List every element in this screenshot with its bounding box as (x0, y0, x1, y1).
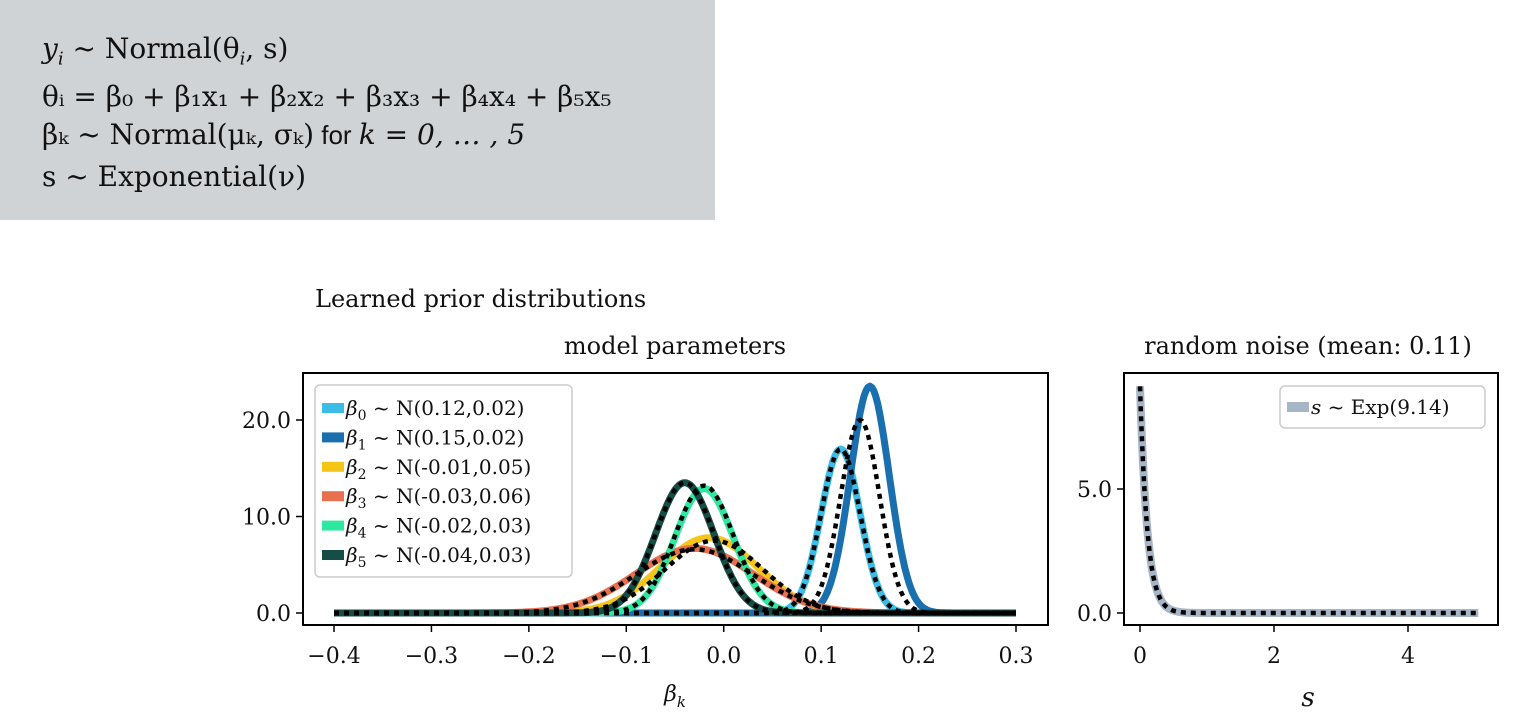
legend-swatch (1287, 402, 1309, 412)
chart-random-noise: random noise (mean: 0.11) 0 2 4 0.0 5.0 s ~ … (1077, 332, 1499, 713)
y-tick-label: 10.0 (242, 506, 291, 531)
plot-frame (302, 372, 1049, 626)
eq-text-for: for (314, 120, 359, 150)
legend-swatch (322, 520, 344, 531)
x-tick-label: 0.0 (706, 644, 741, 669)
equation-line-4: s ~ Exponential(ν) (42, 160, 307, 193)
legend-swatch (322, 432, 344, 443)
y-tick-label: 0.0 (256, 602, 291, 627)
legend-label: β2 ~ N(-0.01,0.05) (345, 455, 531, 483)
legend-label: β4 ~ N(-0.02,0.03) (345, 514, 531, 542)
legend-swatch (322, 491, 344, 502)
chart-title: random noise (mean: 0.11) (1144, 332, 1472, 360)
x-tick-label: −0.1 (600, 644, 653, 669)
legend-box (1279, 385, 1486, 429)
equation-box: yi ~ Normal(θi, s) θᵢ = β₀ + β₁x₁ + β₂x₂… (0, 0, 715, 220)
equation-line-2: θᵢ = β₀ + β₁x₁ + β₂x₂ + β₃x₃ + β₄x₄ + β₅… (42, 80, 612, 113)
eq-text: k = 0, … , 5 (358, 118, 526, 151)
y-tick-label: 20.0 (242, 409, 291, 434)
eq-subscript: i (57, 48, 64, 70)
chart-model-parameters: model parameters −0.4 −0.3 −0.2 −0.1 0.0 0.1 0… (242, 332, 1049, 711)
chart-title: model parameters (564, 332, 786, 360)
y-tick-label: 0.0 (1077, 602, 1112, 627)
x-axis-label: βk (663, 682, 686, 711)
x-tick-label: −0.4 (307, 644, 360, 669)
figure-title: Learned prior distributions (315, 285, 646, 313)
prior-dotted-line-5 (334, 480, 1016, 616)
x-axis-label: s (1301, 683, 1314, 713)
equation-line-3: βₖ ~ Normal(μₖ, σₖ) for k = 0, … , 5 (42, 118, 525, 151)
x-tick-label: −0.3 (405, 644, 458, 669)
equation-line-1: yi ~ Normal(θi, s) (42, 32, 288, 70)
legend-label: β0 ~ N(0.12,0.02) (345, 396, 524, 424)
x-tick-label: 4 (1401, 644, 1415, 669)
eq-text: ~ Normal(θ (63, 32, 240, 65)
legend-swatch (322, 550, 344, 560)
x-tick-label: −0.2 (502, 644, 555, 669)
legend-swatch (322, 403, 344, 413)
legend-label: β3 ~ N(-0.03,0.06) (345, 484, 531, 512)
eq-text: βₖ ~ Normal(μₖ, σₖ) (42, 118, 314, 151)
y-tick-label: 5.0 (1077, 478, 1112, 503)
eq-symbol-y: y (42, 32, 58, 65)
legend-label: β5 ~ N(-0.04,0.03) (345, 543, 531, 571)
x-tick-label: 0.3 (999, 644, 1034, 669)
x-tick-label: 0.1 (804, 644, 839, 669)
eq-text: , s) (245, 32, 289, 65)
legend-swatch (322, 461, 344, 472)
legend-box (314, 384, 573, 578)
eq-subscript: i (239, 48, 246, 70)
x-tick-label: 0 (1133, 644, 1147, 669)
legend-label: β1 ~ N(0.15,0.02) (345, 425, 524, 453)
legend-label: s ~ Exp(9.14) (1311, 395, 1450, 419)
plot-frame (1123, 372, 1499, 626)
prior-dotted-line (1137, 386, 1479, 616)
x-tick-label: 2 (1267, 644, 1281, 669)
legend: s ~ Exp(9.14) (1279, 385, 1486, 429)
x-tick-label: 0.2 (901, 644, 936, 669)
legend: β0 ~ N(0.12,0.02)β1 ~ N(0.15,0.02)β2 ~ N… (314, 384, 573, 578)
